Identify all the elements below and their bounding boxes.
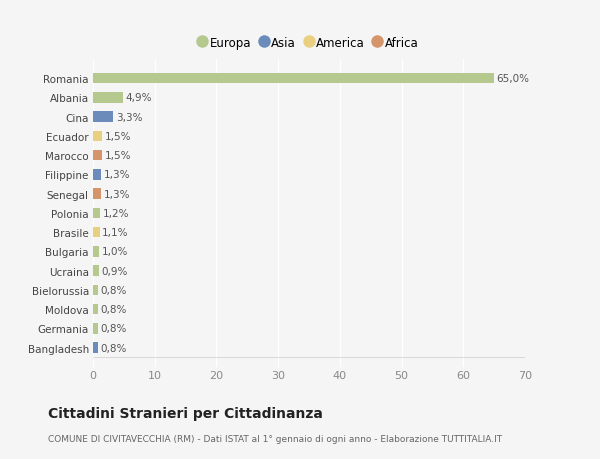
Text: 1,2%: 1,2% [103, 208, 130, 218]
Text: 1,3%: 1,3% [103, 189, 130, 199]
Text: 1,5%: 1,5% [105, 132, 131, 141]
Bar [93, 324, 98, 334]
Text: 4,9%: 4,9% [126, 93, 152, 103]
Bar [93, 112, 113, 123]
Text: 0,9%: 0,9% [101, 266, 127, 276]
Text: 3,3%: 3,3% [116, 112, 142, 123]
Bar [93, 208, 100, 219]
Bar [93, 151, 102, 161]
Bar [93, 93, 123, 103]
Bar [93, 343, 98, 353]
Bar [93, 266, 98, 276]
Bar [93, 227, 100, 238]
Text: 65,0%: 65,0% [497, 74, 530, 84]
Text: 1,0%: 1,0% [101, 247, 128, 257]
Text: 1,1%: 1,1% [102, 228, 129, 238]
Bar [93, 304, 98, 315]
Bar [93, 73, 494, 84]
Bar [93, 189, 101, 200]
Text: 0,8%: 0,8% [100, 304, 127, 314]
Text: Cittadini Stranieri per Cittadinanza: Cittadini Stranieri per Cittadinanza [48, 406, 323, 420]
Text: 0,8%: 0,8% [100, 285, 127, 295]
Text: 0,8%: 0,8% [100, 343, 127, 353]
Bar [93, 131, 102, 142]
Text: COMUNE DI CIVITAVECCHIA (RM) - Dati ISTAT al 1° gennaio di ogni anno - Elaborazi: COMUNE DI CIVITAVECCHIA (RM) - Dati ISTA… [48, 434, 502, 443]
Bar [93, 246, 99, 257]
Bar [93, 285, 98, 296]
Legend: Europa, Asia, America, Africa: Europa, Asia, America, Africa [194, 32, 424, 54]
Text: 0,8%: 0,8% [100, 324, 127, 334]
Text: 1,3%: 1,3% [103, 170, 130, 180]
Text: 1,5%: 1,5% [105, 151, 131, 161]
Bar [93, 170, 101, 180]
